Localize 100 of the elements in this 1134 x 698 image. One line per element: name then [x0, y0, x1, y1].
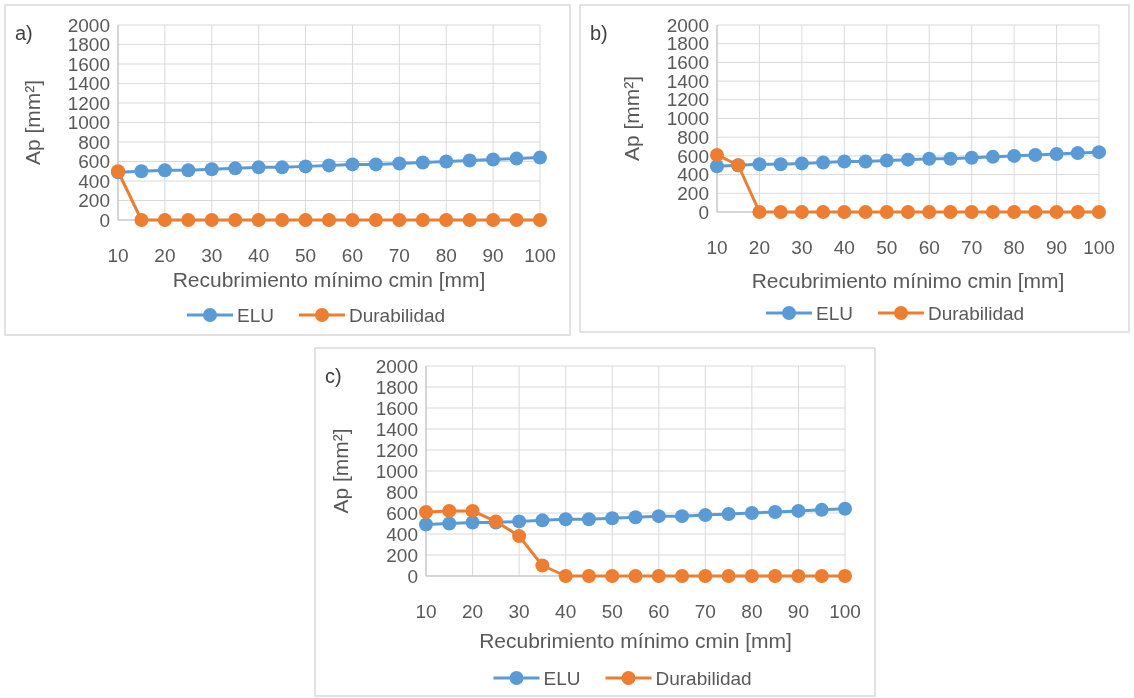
y-tick-label: 1800	[666, 33, 709, 55]
y-tick-label: 800	[386, 481, 418, 503]
chart-title: a)	[15, 22, 33, 44]
chart-title: b)	[590, 22, 608, 44]
point	[134, 164, 149, 179]
point	[1092, 205, 1106, 219]
point	[134, 213, 149, 227]
point	[901, 205, 915, 219]
point	[512, 529, 527, 544]
point	[605, 511, 620, 526]
x-tick-label: 50	[876, 237, 898, 258]
y-tick-label: 1600	[375, 397, 418, 419]
point	[985, 149, 1000, 164]
x-tick-label: 70	[694, 601, 716, 622]
point	[204, 162, 219, 177]
point	[251, 160, 266, 175]
x-tick-label: 10	[415, 601, 437, 622]
point	[943, 205, 958, 219]
point	[512, 514, 527, 529]
point	[922, 151, 937, 166]
y-tick-label: 1200	[666, 89, 709, 111]
legend-label: ELU	[237, 304, 274, 326]
y-tick-label: 1800	[375, 376, 418, 398]
point	[1070, 146, 1085, 161]
x-tick-label: 60	[648, 601, 670, 622]
x-tick-label: 70	[961, 237, 983, 258]
x-tick-label: 80	[1003, 237, 1025, 258]
point	[298, 159, 313, 174]
point	[837, 154, 852, 169]
point	[581, 512, 596, 527]
point	[698, 569, 713, 583]
x-tick-label: 40	[555, 601, 577, 622]
y-tick-label: 2000	[666, 14, 709, 36]
point	[157, 163, 172, 178]
point	[1070, 205, 1085, 219]
y-tick-label: 1200	[375, 439, 418, 461]
y-tick-label: 1400	[67, 73, 110, 95]
legend-label: Durabilidad	[349, 304, 446, 326]
point	[752, 157, 767, 172]
y-tick-label: 1200	[67, 92, 110, 114]
x-tick-label: 10	[706, 237, 728, 258]
x-tick-label: 100	[829, 601, 861, 622]
point	[1007, 205, 1022, 219]
y-axis-title: Ap [mm²]	[329, 428, 352, 514]
point	[837, 205, 852, 219]
point	[465, 503, 480, 518]
y-tick-label: 600	[677, 145, 709, 167]
point	[816, 155, 831, 170]
y-tick-label: 0	[698, 201, 709, 223]
point	[675, 509, 690, 524]
y-axis-title: Ap [mm²]	[21, 79, 44, 166]
point	[533, 213, 547, 227]
x-tick-label: 20	[154, 245, 176, 266]
point	[1028, 205, 1043, 219]
point	[605, 569, 620, 583]
point	[794, 156, 809, 171]
x-tick-label: 70	[388, 245, 410, 266]
point	[838, 569, 852, 583]
point	[791, 569, 806, 583]
point	[509, 213, 524, 227]
point	[322, 158, 336, 173]
point	[581, 569, 596, 583]
point	[419, 517, 433, 532]
point	[1028, 147, 1043, 162]
legend-label: ELU	[816, 302, 853, 324]
y-tick-label: 1400	[375, 418, 418, 440]
x-tick-label: 80	[741, 601, 763, 622]
legend-label: Durabilidad	[655, 667, 752, 689]
x-tick-label: 100	[524, 245, 556, 266]
point	[298, 213, 313, 227]
point	[251, 213, 266, 227]
x-tick-label: 20	[748, 237, 771, 258]
x-tick-label: 80	[435, 245, 457, 266]
point	[791, 503, 806, 518]
point	[773, 205, 788, 219]
y-tick-label: 0	[99, 209, 110, 231]
chart-title: c)	[325, 365, 342, 387]
point	[721, 569, 736, 583]
point	[858, 205, 873, 219]
point	[698, 508, 713, 523]
point	[768, 569, 783, 583]
point	[419, 504, 433, 519]
point	[922, 205, 937, 219]
x-tick-label: 30	[508, 601, 530, 622]
point	[752, 205, 767, 219]
y-tick-label: 200	[78, 190, 110, 212]
point	[651, 509, 666, 524]
point	[814, 502, 829, 517]
x-axis-title: Recubrimiento mínimo cmin [mm]	[172, 268, 486, 291]
point	[345, 213, 360, 227]
x-tick-label: 100	[1083, 237, 1115, 258]
point	[794, 205, 809, 219]
y-tick-label: 2000	[67, 14, 110, 36]
y-tick-label: 0	[407, 565, 418, 587]
point	[964, 205, 979, 219]
point	[628, 569, 643, 583]
point	[838, 501, 852, 516]
point	[558, 569, 573, 583]
y-axis-title: Ap [mm²]	[620, 75, 643, 162]
x-tick-label: 60	[341, 245, 364, 266]
